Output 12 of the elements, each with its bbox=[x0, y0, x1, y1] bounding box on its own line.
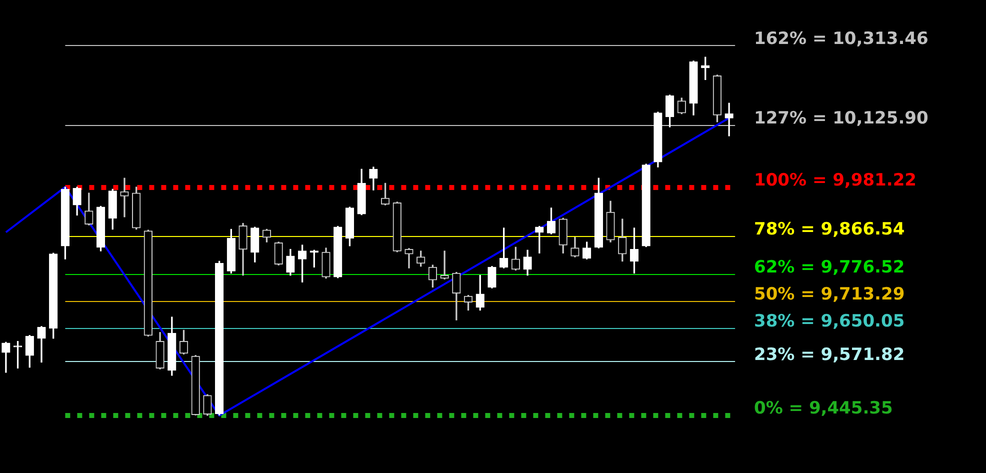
candlestick bbox=[440, 250, 449, 280]
ref-line-label: 62% = 9,776.52 bbox=[754, 258, 905, 278]
ref-line-label: 78% = 9,866.54 bbox=[754, 219, 905, 240]
candlestick bbox=[120, 178, 129, 218]
ref-line-label: 23% = 9,571.82 bbox=[754, 344, 905, 365]
ref-line-label: 38% = 9,650.05 bbox=[754, 312, 905, 332]
ref-line-label: 162% = 10,313.46 bbox=[754, 28, 928, 49]
ref-line-label: 100% = 9,981.22 bbox=[754, 170, 916, 190]
candlestick bbox=[724, 102, 734, 136]
ref-line-label: 127% = 10,125.90 bbox=[754, 108, 928, 129]
ref-line-label: 50% = 9,713.29 bbox=[754, 284, 905, 305]
ref-line-label: 0% = 9,445.35 bbox=[754, 398, 893, 419]
